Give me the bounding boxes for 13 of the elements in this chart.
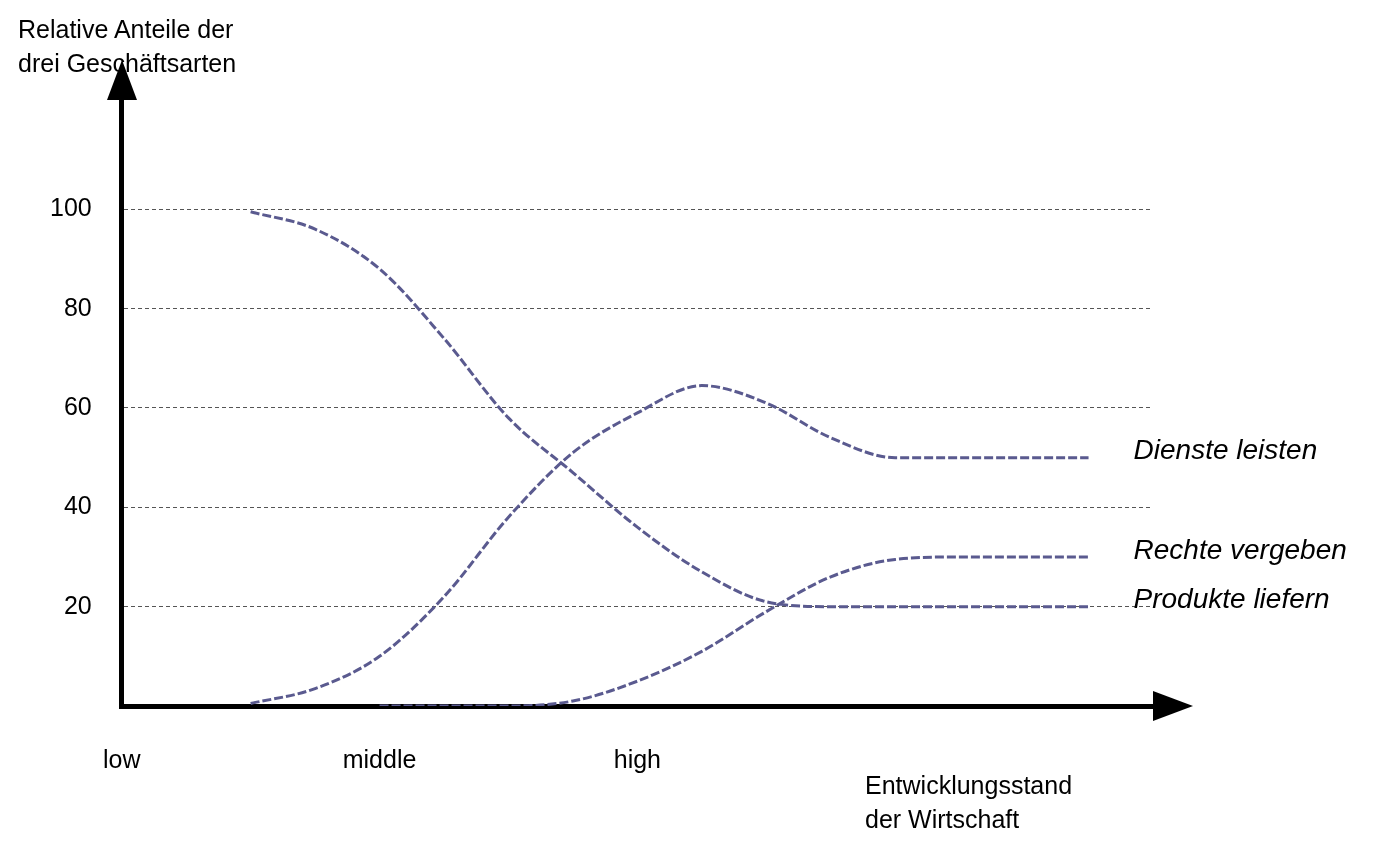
x-tick-label: middle xyxy=(342,744,417,773)
y-tick-label: 80 xyxy=(63,292,92,321)
series-label: Rechte vergeben xyxy=(1133,533,1347,565)
series-label: Produkte liefern xyxy=(1133,583,1330,615)
y-tick-label: 40 xyxy=(63,491,92,520)
y-axis-title: Relative Anteile der drei Geschäftsarten xyxy=(18,14,238,79)
y-tick-label: 20 xyxy=(63,590,92,619)
y-tick-label: 60 xyxy=(63,391,92,420)
series-label: Dienste leisten xyxy=(1133,434,1318,466)
x-tick-label: low xyxy=(102,744,142,773)
x-axis-title: Entwicklungsstand der Wirtschaft xyxy=(865,770,1074,835)
y-tick-label: 100 xyxy=(49,193,92,222)
x-tick-label: high xyxy=(613,744,661,773)
